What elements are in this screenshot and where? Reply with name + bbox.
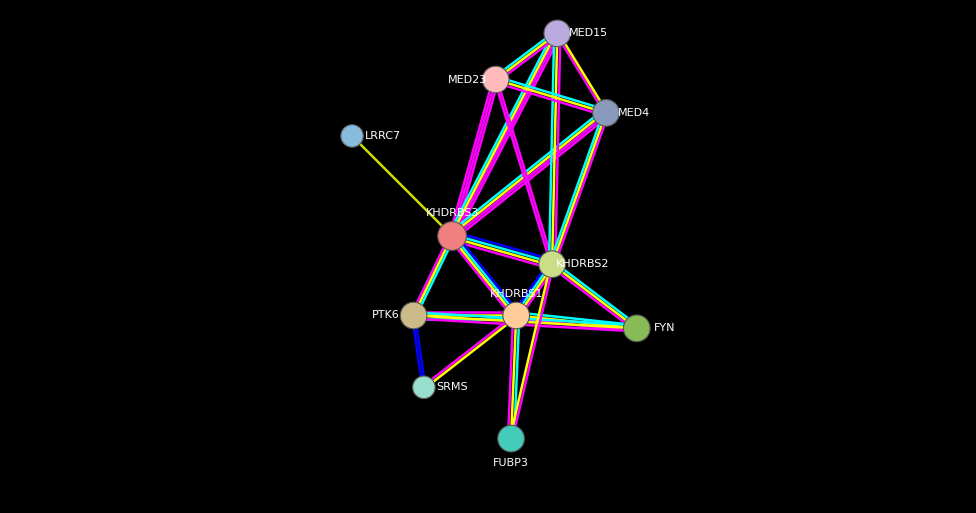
Text: KHDRBS3: KHDRBS3 xyxy=(426,208,479,218)
Text: KHDRBS2: KHDRBS2 xyxy=(556,259,610,269)
Text: FYN: FYN xyxy=(654,323,675,333)
Circle shape xyxy=(413,376,435,399)
Text: LRRC7: LRRC7 xyxy=(365,131,401,141)
Text: MED4: MED4 xyxy=(618,108,650,118)
Text: SRMS: SRMS xyxy=(436,382,468,392)
Circle shape xyxy=(544,20,571,47)
Text: MED15: MED15 xyxy=(568,28,608,38)
Circle shape xyxy=(400,302,427,329)
Text: MED23: MED23 xyxy=(448,74,487,85)
Circle shape xyxy=(624,315,650,342)
Circle shape xyxy=(437,222,467,250)
Circle shape xyxy=(341,125,363,147)
Circle shape xyxy=(482,66,509,93)
Text: PTK6: PTK6 xyxy=(372,310,399,321)
Text: KHDRBS1: KHDRBS1 xyxy=(490,289,543,299)
Circle shape xyxy=(592,100,620,126)
Text: FUBP3: FUBP3 xyxy=(493,458,529,468)
Circle shape xyxy=(498,425,524,452)
Circle shape xyxy=(503,302,530,329)
Circle shape xyxy=(539,251,565,278)
